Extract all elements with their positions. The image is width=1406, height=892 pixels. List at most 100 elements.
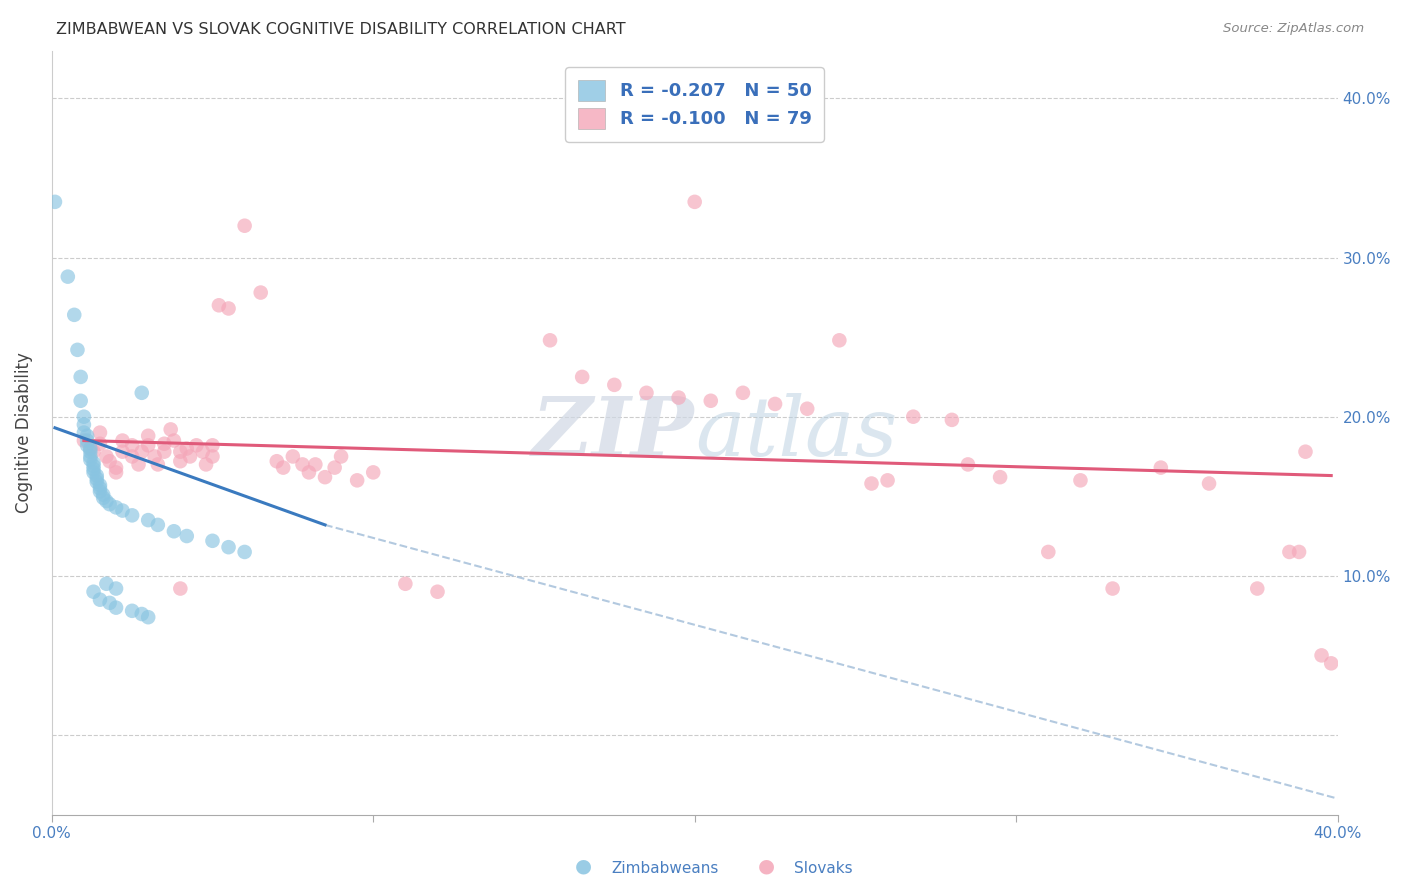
Point	[323, 460, 346, 475]
Point	[105, 460, 128, 475]
Point	[121, 508, 143, 523]
Point	[361, 466, 384, 480]
Point	[271, 460, 294, 475]
Point	[860, 476, 883, 491]
Point	[136, 438, 159, 452]
Point	[131, 444, 153, 458]
Point	[96, 576, 118, 591]
Point	[83, 462, 105, 476]
Text: Source: ZipAtlas.com: Source: ZipAtlas.com	[1223, 22, 1364, 36]
Point	[218, 301, 240, 316]
Text: Zimbabweans: Zimbabweans	[612, 861, 718, 876]
Point	[79, 450, 101, 464]
Point	[73, 434, 96, 448]
Point	[163, 524, 186, 539]
Point	[96, 494, 118, 508]
Point	[163, 434, 186, 448]
Point	[988, 470, 1011, 484]
Point	[683, 194, 706, 209]
Point	[956, 458, 979, 472]
Point	[249, 285, 271, 300]
Point	[56, 269, 79, 284]
Point	[1295, 444, 1317, 458]
Point	[571, 370, 593, 384]
Point	[700, 393, 723, 408]
Point	[79, 452, 101, 467]
Point	[668, 391, 690, 405]
Point	[76, 438, 98, 452]
Point	[201, 438, 224, 452]
Point	[169, 582, 191, 596]
Point	[131, 385, 153, 400]
Point	[89, 425, 111, 440]
Point	[136, 610, 159, 624]
Point	[266, 454, 288, 468]
Point	[1150, 460, 1173, 475]
Point	[73, 409, 96, 424]
Text: ZIP: ZIP	[531, 392, 695, 473]
Point	[121, 604, 143, 618]
Point	[1288, 545, 1310, 559]
Point	[186, 438, 208, 452]
Point	[89, 484, 111, 499]
Point	[96, 450, 118, 464]
Point	[201, 450, 224, 464]
Point	[330, 450, 353, 464]
Point	[298, 466, 321, 480]
Point	[218, 540, 240, 554]
Point	[1246, 582, 1268, 596]
Point	[86, 468, 108, 483]
Point	[1069, 473, 1091, 487]
Point	[201, 533, 224, 548]
Point	[121, 450, 143, 464]
Point	[83, 456, 105, 470]
Point	[1278, 545, 1301, 559]
Point	[636, 385, 658, 400]
Point	[105, 500, 128, 515]
Y-axis label: Cognitive Disability: Cognitive Disability	[15, 352, 32, 513]
Point	[763, 397, 786, 411]
Point	[1310, 648, 1333, 663]
Point	[63, 308, 86, 322]
Point	[66, 343, 89, 357]
Point	[76, 429, 98, 443]
Point	[233, 219, 256, 233]
Point	[105, 582, 128, 596]
Point	[91, 491, 114, 505]
Point	[98, 454, 121, 468]
Point	[89, 436, 111, 450]
Point	[191, 444, 214, 458]
Point	[73, 425, 96, 440]
Point	[394, 576, 416, 591]
Point	[143, 450, 166, 464]
Point	[111, 444, 134, 458]
Point	[195, 458, 218, 472]
Point	[69, 393, 91, 408]
Point	[291, 458, 314, 472]
Point	[731, 385, 754, 400]
Text: atlas: atlas	[695, 392, 897, 473]
Point	[136, 513, 159, 527]
Point	[79, 442, 101, 456]
Point	[76, 434, 98, 448]
Point	[796, 401, 818, 416]
Point	[83, 444, 105, 458]
Point	[111, 434, 134, 448]
Point	[89, 478, 111, 492]
Point	[89, 481, 111, 495]
Point	[111, 503, 134, 517]
Point	[89, 592, 111, 607]
Point	[179, 450, 201, 464]
Point	[941, 413, 963, 427]
Text: ●: ●	[758, 857, 775, 876]
Point	[91, 488, 114, 502]
Text: ZIMBABWEAN VS SLOVAK COGNITIVE DISABILITY CORRELATION CHART: ZIMBABWEAN VS SLOVAK COGNITIVE DISABILIT…	[56, 22, 626, 37]
Point	[233, 545, 256, 559]
Point	[426, 584, 449, 599]
Point	[136, 429, 159, 443]
Point	[121, 438, 143, 452]
Point	[128, 458, 150, 472]
Point	[153, 436, 176, 450]
Point	[153, 444, 176, 458]
Point	[98, 596, 121, 610]
